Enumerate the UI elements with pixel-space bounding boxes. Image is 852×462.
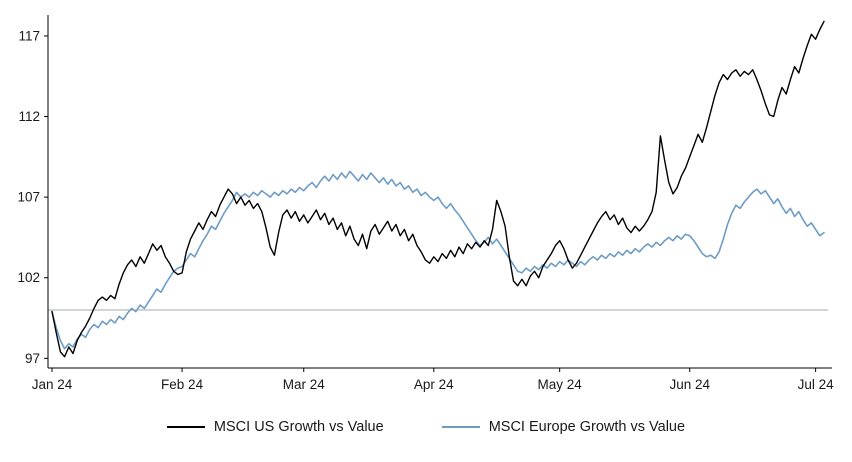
series-line-us — [51, 20, 825, 358]
legend-item-us: MSCI US Growth vs Value — [166, 419, 384, 435]
y-tick-label: 97 — [25, 351, 40, 366]
y-tick-label: 112 — [18, 109, 40, 124]
x-tick-label: Mar 24 — [283, 377, 326, 392]
us-line-swatch — [166, 426, 205, 428]
y-tick-label: 102 — [17, 270, 40, 285]
legend-label-us: MSCI US Growth vs Value — [213, 419, 384, 435]
x-tick-label: May 24 — [538, 377, 583, 392]
europe-line-swatch — [441, 426, 480, 428]
series-line-europe — [51, 170, 825, 350]
x-tick-label: Jul 24 — [798, 377, 835, 392]
y-tick-label: 107 — [17, 190, 40, 205]
legend-item-europe: MSCI Europe Growth vs Value — [441, 419, 686, 435]
legend: MSCI US Growth vs Value MSCI Europe Grow… — [0, 419, 852, 435]
x-tick-label: Apr 24 — [414, 377, 454, 392]
x-tick-label: Jun 24 — [669, 377, 710, 392]
legend-label-europe: MSCI Europe Growth vs Value — [488, 419, 686, 435]
chart-canvas: 97 102 107 112 117 Jan 24 Feb 24 Mar 24 Apr 24 Ma… — [17, 15, 835, 392]
x-tick-label: Jan 24 — [32, 377, 73, 392]
y-tick-label: 117 — [18, 28, 40, 43]
x-tick-label: Feb 24 — [161, 377, 204, 392]
